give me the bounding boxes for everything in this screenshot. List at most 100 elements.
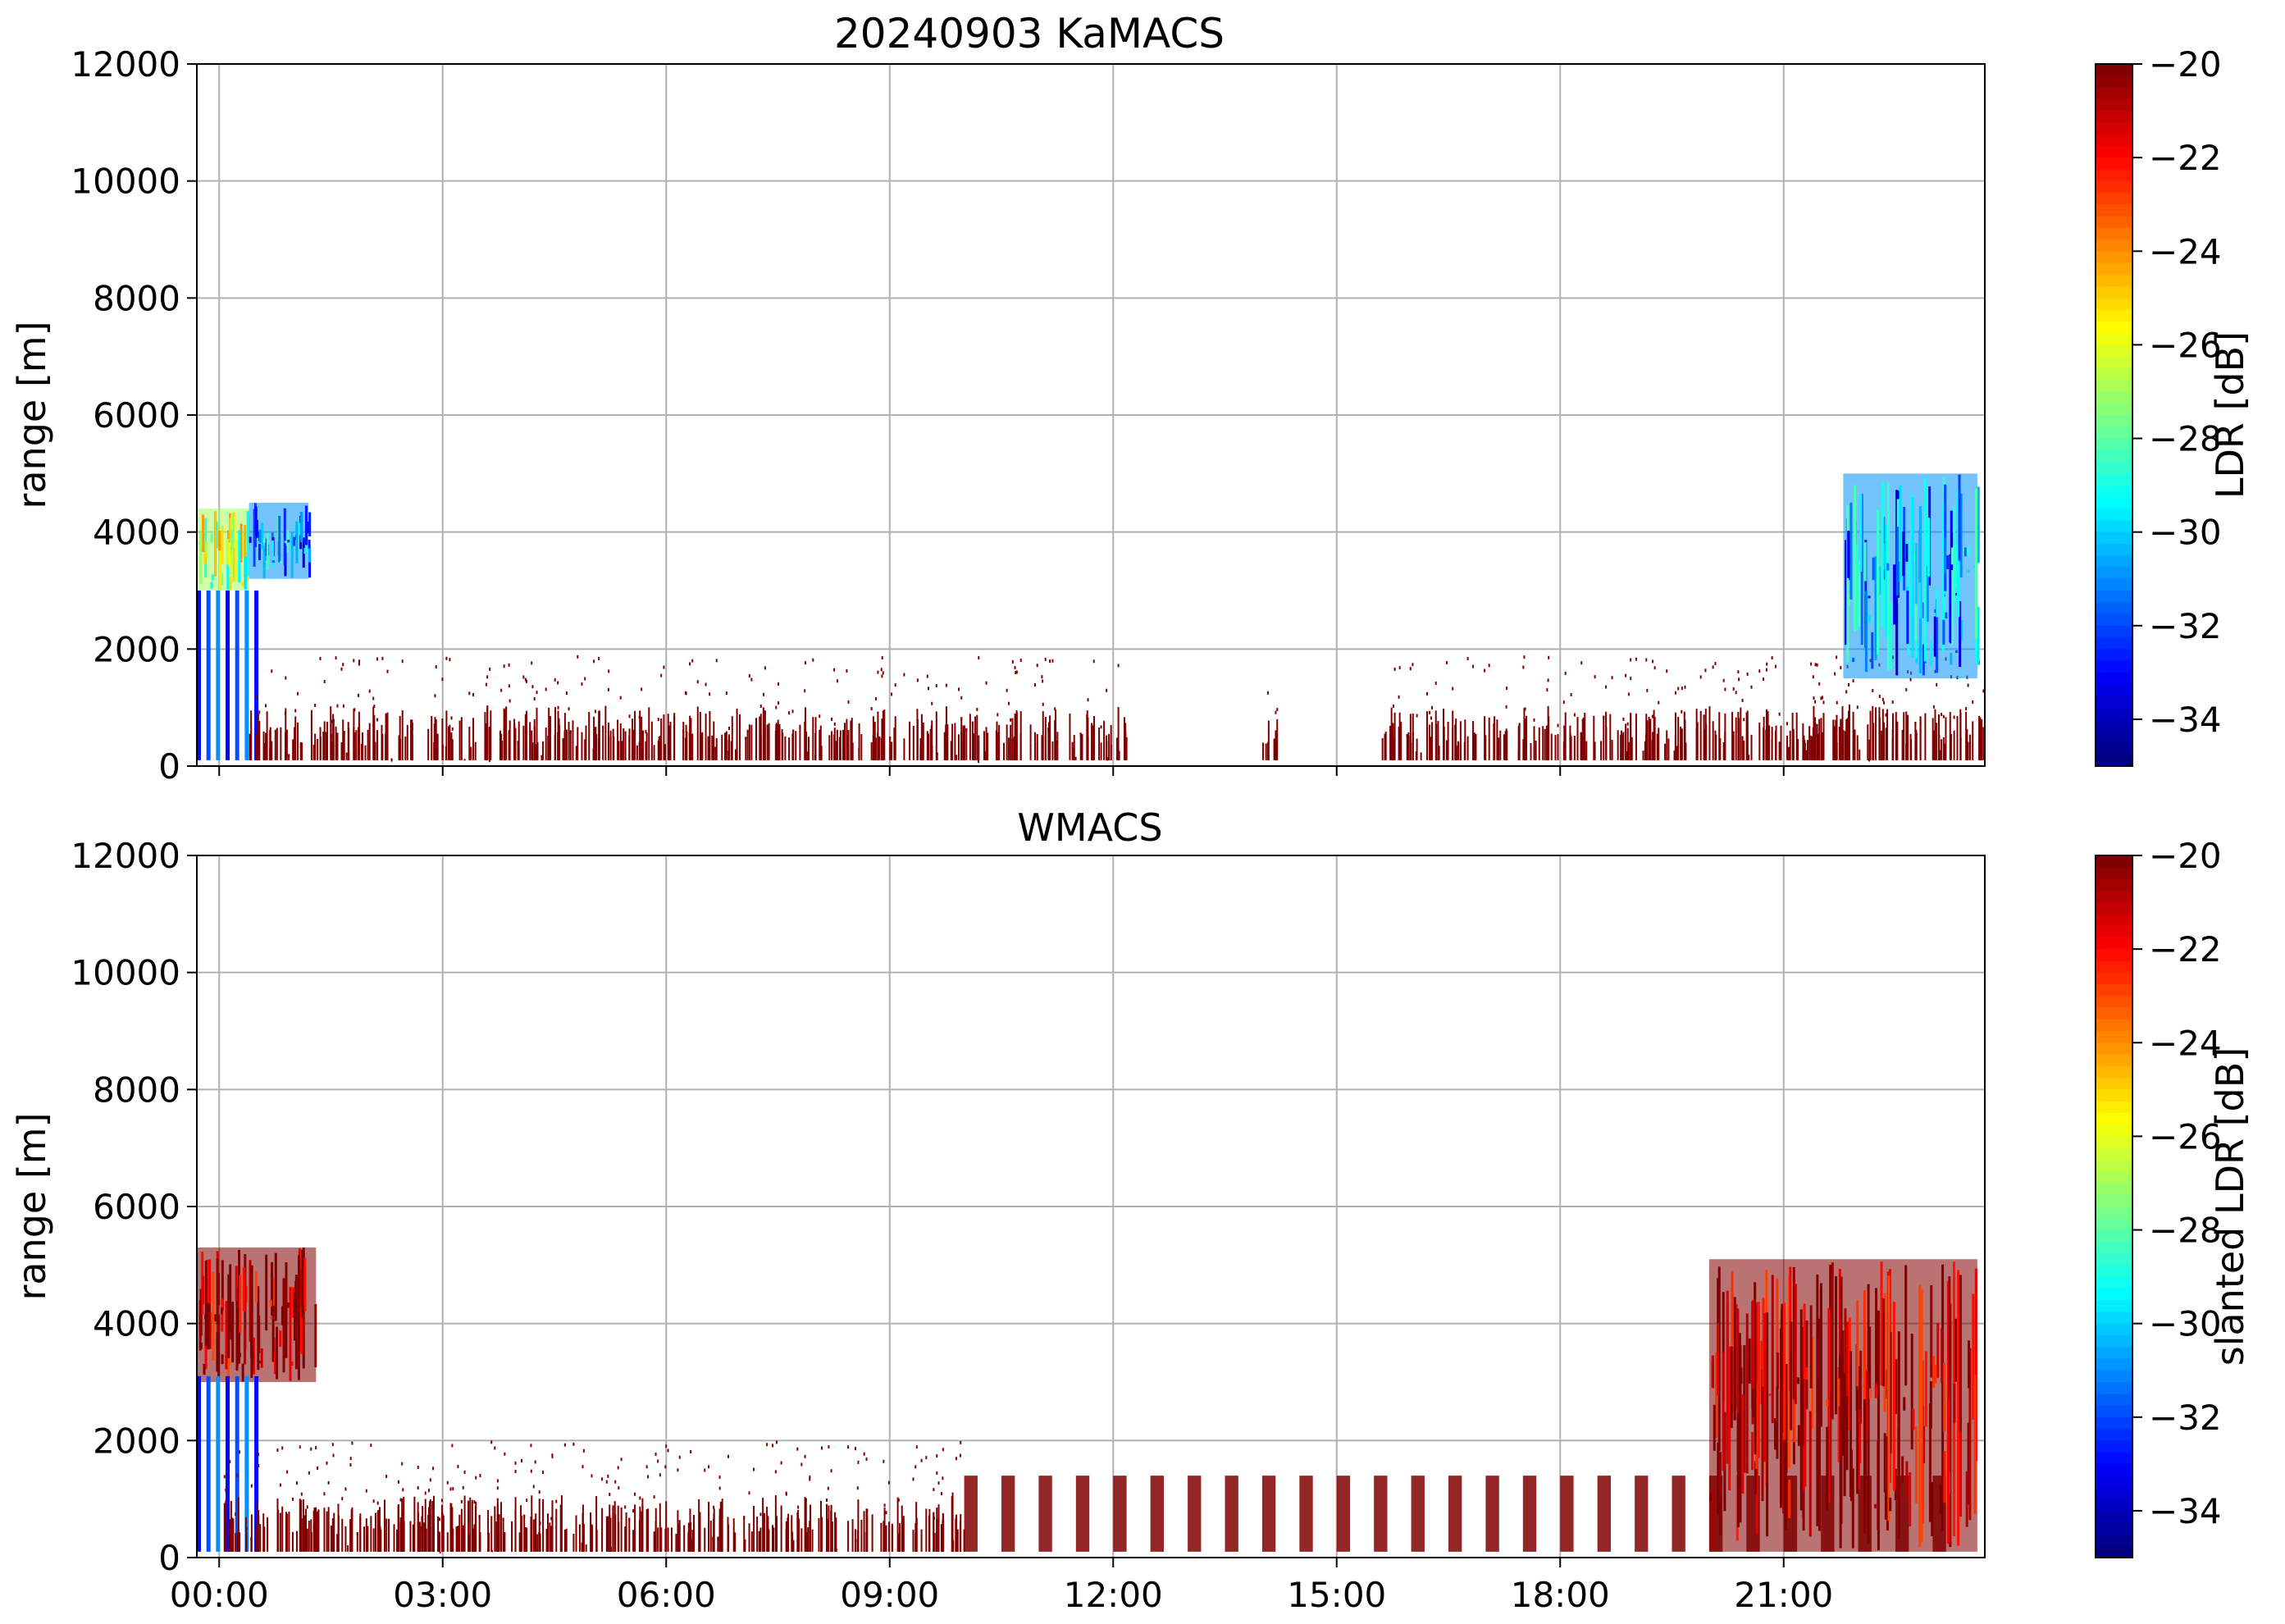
bl-column	[1092, 741, 1095, 760]
bl-column	[738, 714, 741, 760]
bl-speck	[620, 1457, 623, 1462]
bl-column	[972, 733, 974, 760]
bl-speck	[1939, 750, 1941, 754]
bl-column	[965, 728, 968, 760]
bl-column	[955, 1521, 957, 1552]
bl-column	[1859, 749, 1861, 760]
bl-column	[1056, 732, 1059, 760]
bl-column	[340, 741, 343, 760]
colorbar-segment	[2096, 403, 2132, 416]
bl-column	[486, 706, 489, 760]
bl-speck	[612, 1508, 614, 1512]
cloud-streak	[235, 1287, 239, 1371]
bl-column	[393, 1524, 395, 1552]
cloud-streak	[1902, 531, 1905, 577]
bl-speck	[912, 1477, 914, 1481]
cloud-streak	[1829, 1265, 1832, 1494]
x-tick-label: 09:00	[840, 1575, 939, 1615]
bl-column	[450, 1503, 453, 1552]
bl-speck	[819, 714, 821, 718]
colorbar-segment	[2096, 1440, 2132, 1453]
colorbar-segment	[2096, 602, 2132, 615]
bl-column	[488, 727, 490, 760]
bl-column	[851, 1519, 854, 1552]
bl-column	[787, 1517, 789, 1552]
bl-column	[704, 1527, 706, 1552]
bl-speck	[1437, 721, 1439, 725]
bl-column	[1895, 732, 1898, 760]
bl-column	[1937, 714, 1940, 760]
cloud-streak	[203, 552, 207, 564]
bl-column	[689, 1508, 691, 1552]
cloud-streak	[1964, 547, 1968, 557]
bl-speck	[345, 752, 348, 756]
bl-column	[503, 708, 505, 760]
cloud-streak	[1973, 1375, 1977, 1514]
figure-title: 20240903 KaMACS	[834, 10, 1225, 57]
cloud-streak	[1838, 1268, 1841, 1383]
bl-speck	[1003, 742, 1006, 746]
bl-speck	[750, 677, 753, 682]
colorbar-segment	[2096, 462, 2132, 475]
colorbar-tick-label: −24	[2149, 231, 2222, 271]
bl-column	[421, 1516, 423, 1552]
bl-speck	[323, 679, 326, 683]
bl-column	[1949, 712, 1951, 760]
bl-speck	[636, 745, 638, 749]
bl-column	[750, 1531, 753, 1552]
cloud-streak	[1761, 1370, 1764, 1502]
bl-column	[332, 1525, 335, 1552]
bl-column	[687, 1532, 690, 1552]
bl-column	[1981, 718, 1983, 760]
bl-column	[538, 1499, 540, 1552]
cloud-streak	[1728, 1346, 1731, 1491]
bl-speck	[960, 696, 963, 700]
bl-column	[659, 736, 662, 760]
wmacs-plot-area	[196, 855, 1986, 1558]
bl-column	[490, 710, 492, 760]
bl-column	[385, 1518, 388, 1552]
bl-column	[664, 744, 667, 760]
bl-speck	[663, 665, 665, 669]
bl-column	[1788, 747, 1790, 760]
bl-speck	[1488, 664, 1490, 668]
bl-column	[585, 725, 587, 760]
colorbar-tick-label: −30	[2149, 1304, 2222, 1344]
bl-column	[536, 741, 539, 760]
bl-column	[997, 732, 999, 760]
bl-speck	[1506, 687, 1508, 691]
bl-column	[472, 718, 475, 760]
bl-column	[314, 733, 317, 760]
bl-speck	[598, 656, 600, 660]
bl-speck	[1883, 700, 1886, 705]
periodic-column	[1597, 1476, 1612, 1552]
bl-speck	[881, 674, 883, 678]
bl-column	[683, 1525, 686, 1552]
bl-speck	[514, 1461, 517, 1465]
bl-column	[355, 730, 358, 760]
bl-speck	[805, 1498, 807, 1502]
bl-column	[1625, 723, 1627, 760]
bl-column	[1548, 716, 1550, 760]
bl-column	[707, 736, 709, 760]
bl-speck	[554, 677, 556, 682]
bl-column	[554, 707, 557, 760]
bl-speck	[424, 1525, 426, 1529]
bl-column	[572, 1533, 575, 1552]
bl-speck	[1763, 677, 1765, 682]
bl-column	[550, 716, 552, 760]
bl-column	[531, 742, 534, 760]
bl-column	[857, 1521, 860, 1552]
bl-column	[772, 1525, 774, 1552]
bl-column	[1438, 746, 1440, 760]
cloud-streak	[1895, 603, 1899, 676]
cloud-streak	[269, 1299, 272, 1307]
bl-column	[1886, 709, 1889, 760]
bl-speck	[945, 683, 947, 687]
cloud-streak	[1960, 620, 1963, 641]
bl-speck	[1872, 688, 1874, 692]
bl-speck	[971, 721, 974, 725]
bl-column	[361, 743, 363, 760]
bl-column	[1703, 714, 1705, 760]
bl-column	[613, 736, 615, 760]
